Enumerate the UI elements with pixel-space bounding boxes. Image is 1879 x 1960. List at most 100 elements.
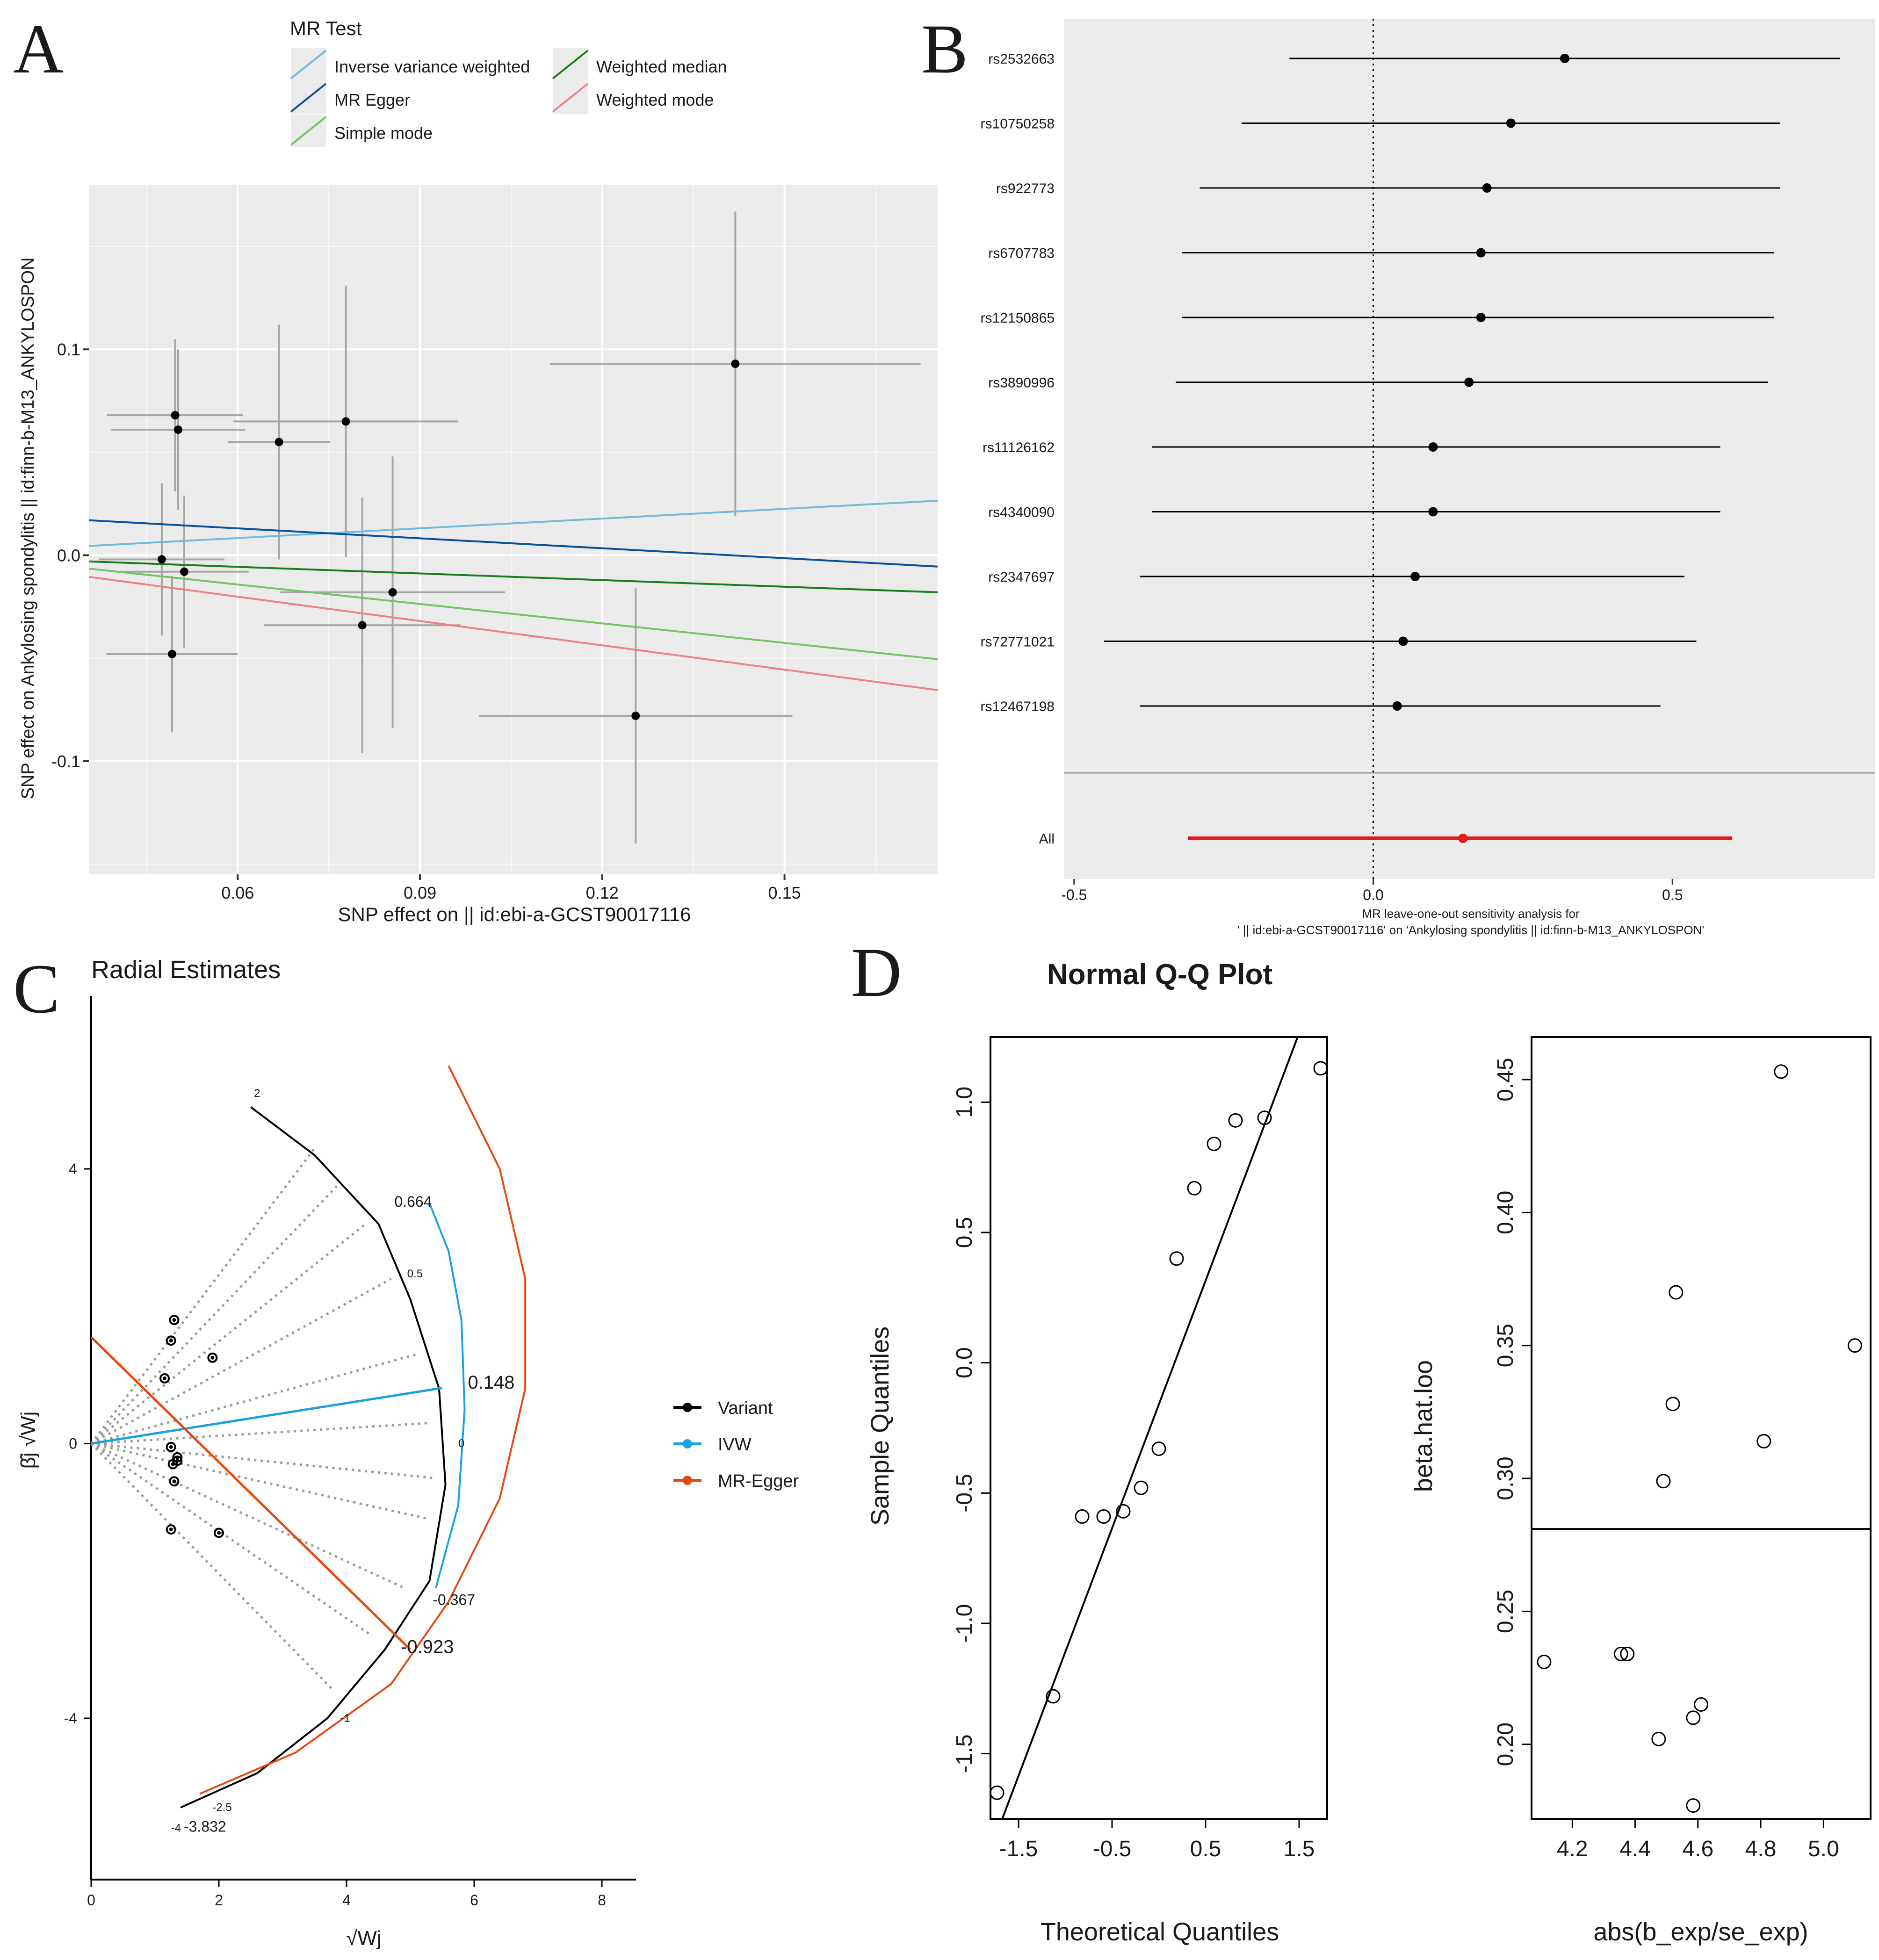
- y-tick-label: -0.5: [952, 1474, 977, 1513]
- panel-letter-c: C: [13, 950, 60, 1028]
- egger-line: [90, 1336, 412, 1650]
- dotted-ray: [90, 1147, 316, 1445]
- panel-letter-a: A: [13, 10, 64, 88]
- variant-point-core: [175, 1455, 180, 1459]
- ivw-line: [91, 1387, 443, 1445]
- x-tick-label: 4.2: [1557, 1837, 1588, 1861]
- panel-letter-b: B: [921, 10, 968, 88]
- estimate-point: [1392, 701, 1402, 711]
- arc-annotation: 2: [254, 1087, 260, 1100]
- legend-c-key-ivw: [683, 1439, 692, 1448]
- y-tick-label: 0.0: [952, 1347, 977, 1378]
- loo-point: [1537, 1654, 1552, 1669]
- x-tick-label: 8: [598, 1892, 606, 1909]
- line-inverse-variance-weighted: [88, 499, 938, 547]
- y-tick-label: 0.30: [1493, 1456, 1518, 1500]
- variant-point-core: [210, 1355, 215, 1360]
- x-ticks-d2: 4.2 4.4 4.6 4.8 5.0: [1557, 1819, 1839, 1861]
- estimate-point: [1428, 507, 1438, 517]
- panel-b: B rs2532663rs10750258rs922773rs6707783rs…: [921, 10, 1875, 937]
- x-tick-label: 0.09: [404, 883, 436, 902]
- variant-point-core: [172, 1318, 176, 1322]
- snp-label: rs2532663: [988, 51, 1055, 67]
- loo-point: [1774, 1064, 1789, 1079]
- x-ticks-c: 0 2 4 6 8: [87, 1880, 606, 1909]
- x-tick-label: -0.5: [1093, 1837, 1132, 1861]
- legend-a-label-ivw: Inverse variance weighted: [334, 57, 530, 76]
- variant-point-core: [169, 1528, 173, 1532]
- snp-label-all: All: [1039, 831, 1055, 847]
- qq-point: [1228, 1113, 1243, 1128]
- estimate-point: [1476, 248, 1486, 258]
- data-point: [275, 438, 283, 447]
- loo-point: [1651, 1731, 1666, 1746]
- y-ticks-a: -0.1 0.0 0.1: [51, 340, 89, 771]
- variant-point: [159, 1373, 170, 1384]
- legend-a-item-weighted-median: Weighted median: [552, 48, 727, 81]
- dotted-ray: [90, 1442, 373, 1637]
- egger-scale-arc: [199, 1065, 527, 1795]
- plot-area-b: [1064, 19, 1875, 879]
- dotted-ray: [90, 1182, 341, 1445]
- qq-point: [1075, 1509, 1090, 1524]
- loo-point: [1620, 1646, 1635, 1661]
- dotted-ray: [90, 1277, 392, 1445]
- x-tick-label: -1.5: [999, 1837, 1038, 1861]
- variant-scale-arc: [180, 1106, 447, 1809]
- qq-point: [1151, 1441, 1166, 1456]
- arc-annotation: 0.148: [468, 1372, 514, 1393]
- y-tick-label: 0.40: [1493, 1191, 1518, 1234]
- estimate-point: [1410, 572, 1420, 581]
- estimate-point: [1506, 118, 1516, 128]
- loo-point: [1686, 1798, 1701, 1813]
- x-tick-label: 0.5: [1190, 1837, 1221, 1861]
- estimate-point: [1464, 377, 1474, 387]
- qq-point: [1134, 1480, 1149, 1495]
- estimate-point: [1560, 54, 1569, 63]
- x-tick-label: 0.5: [1662, 886, 1683, 903]
- y-tick-label: 1.0: [952, 1087, 977, 1118]
- x-tick-label: 0: [87, 1892, 95, 1909]
- loo-point: [1847, 1338, 1862, 1353]
- plot-frame-d2: [1531, 1036, 1872, 1820]
- line-simple-mode: [88, 568, 938, 660]
- caption-b-line-2: ' || id:ebi-a-GCST90017116' on 'Ankylosi…: [1237, 923, 1705, 937]
- x-tick-label: 2: [215, 1892, 223, 1909]
- plot-d2: [1532, 1064, 1871, 1813]
- y-ticks-c: -4 0 4: [64, 1160, 91, 1727]
- y-tick-label: 0.25: [1493, 1590, 1518, 1633]
- y-ticks-d2: 0.20 0.25 0.30 0.35 0.40 0.45: [1493, 1058, 1532, 1766]
- variant-point: [214, 1528, 224, 1538]
- qq-point: [1187, 1181, 1202, 1196]
- x-tick-label: 0.06: [221, 883, 254, 902]
- variant-point-core: [169, 1445, 173, 1449]
- legend-a-label-weighted-median: Weighted median: [596, 57, 727, 76]
- legend-a-label-egger: MR Egger: [334, 90, 410, 109]
- legend-c: Variant IVW MR-Egger: [673, 1398, 799, 1491]
- y-tick-label: 0: [69, 1435, 77, 1452]
- x-tick-label: 1.5: [1284, 1837, 1315, 1861]
- legend-a-label-simple-mode: Simple mode: [334, 123, 433, 143]
- qq-point: [1313, 1061, 1328, 1076]
- legend-c-key-variant: [683, 1403, 692, 1412]
- snp-label: rs72771021: [981, 634, 1055, 650]
- y-tick-label: 0.1: [57, 340, 80, 359]
- loo-point: [1686, 1710, 1701, 1725]
- caption-b-line-1: MR leave-one-out sensitivity analysis fo…: [1362, 907, 1580, 921]
- data-point: [157, 555, 166, 564]
- x-ticks-b: -0.5 0.0 0.5: [1061, 879, 1683, 903]
- panel-letter-d: D: [851, 934, 902, 1011]
- variant-point: [169, 1476, 180, 1487]
- x-tick-label: 4.4: [1619, 1837, 1651, 1861]
- x-tick-label: 0.12: [586, 883, 619, 902]
- variant-point-core: [172, 1479, 176, 1484]
- y-tick-label: 0.20: [1493, 1722, 1518, 1766]
- legend-a-item-weighted-mode: Weighted mode: [552, 81, 714, 114]
- legend-c-item-mr-egger: MR-Egger: [673, 1471, 799, 1491]
- dotted-ray: [91, 1442, 433, 1479]
- panel-d: D Normal Q-Q Plot -1.5 -0.5 0.5 1.5 -1.5-1.…: [851, 934, 1872, 1946]
- data-point: [358, 621, 367, 630]
- legend-c-item-variant: Variant: [673, 1398, 773, 1418]
- snp-label: rs922773: [996, 181, 1055, 196]
- rows-b: rs2532663 rs10750258 rs922773 rs6707783 rs12…: [981, 51, 1840, 847]
